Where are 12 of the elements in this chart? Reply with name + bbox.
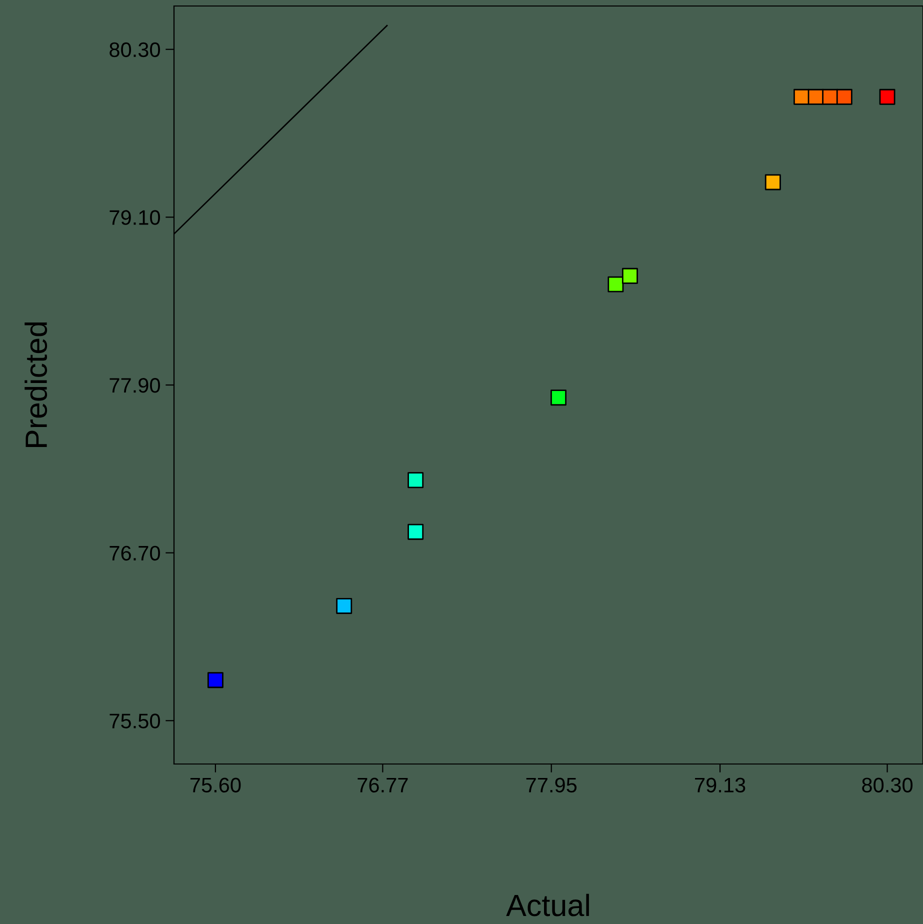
x-tick-label: 77.95 bbox=[526, 778, 577, 792]
y-tick-label: 80.30 bbox=[110, 42, 160, 58]
x-axis-title: Actual bbox=[506, 894, 589, 916]
y-tick-label: 75.50 bbox=[110, 714, 160, 728]
x-tick-label: 75.60 bbox=[190, 778, 241, 792]
y-tick-label: 76.70 bbox=[110, 546, 160, 561]
x-tick-label: 80.30 bbox=[862, 778, 913, 792]
y-tick-label: 79.10 bbox=[110, 210, 160, 225]
y-tick-label: 77.90 bbox=[110, 378, 160, 393]
x-tick-label: 76.77 bbox=[358, 778, 408, 792]
x-tick-label: 79.13 bbox=[695, 778, 746, 792]
y-axis-title: Predicted bbox=[24, 322, 48, 448]
